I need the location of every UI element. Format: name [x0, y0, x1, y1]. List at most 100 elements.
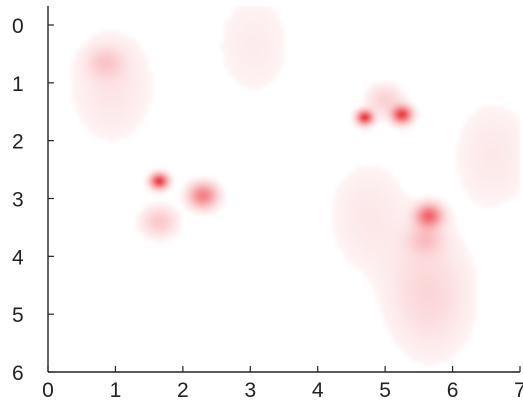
heat-cell — [444, 322, 449, 327]
heat-cell — [364, 166, 369, 171]
heat-cell — [380, 98, 385, 103]
heat-cell — [384, 246, 389, 251]
heat-cell — [148, 226, 153, 231]
heat-cell — [428, 310, 433, 315]
heat-cell — [404, 334, 409, 339]
heat-cell — [388, 322, 393, 327]
heat-cell — [76, 86, 81, 91]
heat-cell — [396, 206, 401, 211]
heat-cell — [260, 42, 265, 47]
heat-cell — [420, 202, 425, 207]
heat-cell — [352, 222, 357, 227]
heat-cell — [428, 302, 433, 307]
heat-cell — [404, 270, 409, 275]
heat-cell — [388, 302, 393, 307]
heat-cell — [460, 138, 465, 143]
heat-cell — [400, 334, 405, 339]
heat-cell — [244, 62, 249, 67]
heat-cell — [380, 118, 385, 123]
heat-cell — [136, 46, 141, 51]
heat-cell — [516, 170, 520, 175]
heat-cell — [228, 58, 233, 63]
heat-cell — [344, 202, 349, 207]
heat-cell — [260, 74, 265, 79]
heat-cell — [452, 334, 457, 339]
heat-cell — [376, 298, 381, 303]
heat-cell — [256, 62, 261, 67]
heat-cell — [404, 286, 409, 291]
heat-cell — [380, 278, 385, 283]
heat-cell — [124, 62, 129, 67]
heat-cell — [244, 54, 249, 59]
heat-cell — [232, 54, 237, 59]
heat-cell — [356, 122, 361, 127]
heat-cell — [424, 278, 429, 283]
heat-cell — [388, 102, 393, 107]
heat-cell — [504, 114, 509, 119]
heat-cell — [504, 150, 509, 155]
heat-cell — [408, 254, 413, 259]
heat-cell — [512, 178, 517, 183]
heat-cell — [240, 82, 245, 87]
heat-cell — [396, 122, 401, 127]
heat-cell — [468, 318, 473, 323]
heat-cell — [416, 346, 421, 351]
heat-cell — [456, 322, 461, 327]
heat-cell — [368, 86, 373, 91]
heat-cell — [432, 238, 437, 243]
heat-cell — [424, 326, 429, 331]
heat-cell — [88, 70, 93, 75]
heat-cell — [424, 246, 429, 251]
heat-cell — [496, 134, 501, 139]
heat-cell — [452, 218, 457, 223]
heat-cell — [156, 174, 161, 179]
heat-cell — [400, 118, 405, 123]
heat-cell — [396, 278, 401, 283]
heat-cell — [204, 194, 209, 199]
heat-cell — [372, 226, 377, 231]
heat-cell — [120, 42, 125, 47]
heat-cell — [484, 166, 489, 171]
heat-cell — [392, 250, 397, 255]
heat-cell — [96, 34, 101, 39]
heat-cell — [144, 106, 149, 111]
heat-cell — [400, 90, 405, 95]
heat-cell — [360, 174, 365, 179]
heat-cell — [108, 42, 113, 47]
heat-cell — [404, 106, 409, 111]
heat-cell — [148, 94, 153, 99]
heat-cell — [276, 46, 281, 51]
heat-cell — [172, 226, 177, 231]
heat-cell — [140, 66, 145, 71]
heat-cell — [364, 178, 369, 183]
heat-cell — [404, 114, 409, 119]
heat-cell — [368, 258, 373, 263]
heat-cell — [204, 206, 209, 211]
heat-cell — [436, 318, 441, 323]
heat-cell — [472, 154, 477, 159]
heat-cell — [412, 214, 417, 219]
heat-cell — [216, 198, 221, 203]
heat-cell — [460, 254, 465, 259]
heat-cell — [488, 126, 493, 131]
heat-cell — [464, 290, 469, 295]
heat-cell — [212, 202, 217, 207]
heat-cell — [100, 134, 105, 139]
heat-cell — [116, 118, 121, 123]
heat-cell — [508, 110, 513, 115]
heat-cell — [372, 234, 377, 239]
heat-cell — [160, 234, 165, 239]
heat-cell — [412, 354, 417, 359]
heat-cell — [260, 46, 265, 51]
heat-cell — [156, 186, 161, 191]
heat-cell — [392, 286, 397, 291]
heat-cell — [132, 78, 137, 83]
heat-cell — [128, 130, 133, 135]
heat-cell — [164, 174, 169, 179]
heat-cell — [444, 206, 449, 211]
heat-cell — [216, 194, 221, 199]
heat-cell — [80, 118, 85, 123]
heat-cell — [396, 234, 401, 239]
heat-cell — [136, 74, 141, 79]
heat-cell — [472, 142, 477, 147]
